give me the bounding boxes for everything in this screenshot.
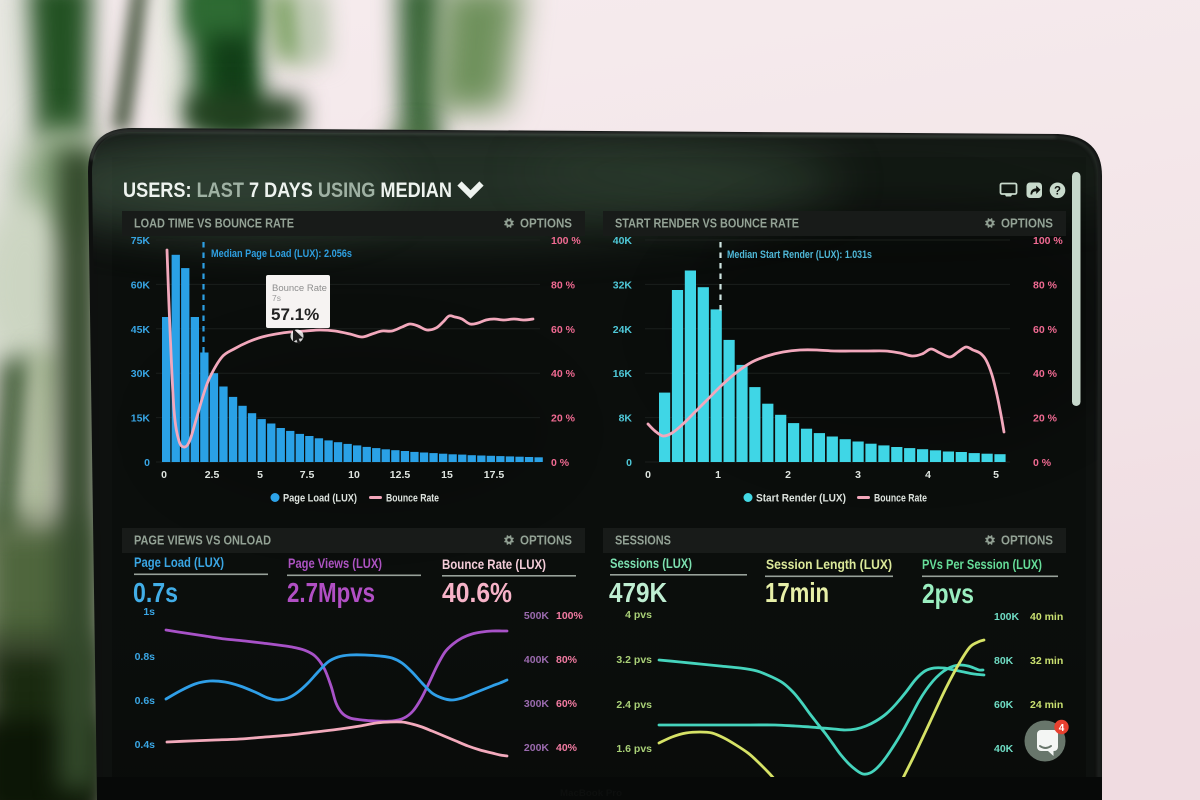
svg-text:24K: 24K — [613, 324, 633, 336]
svg-text:OPTIONS: OPTIONS — [520, 217, 572, 231]
svg-text:Bounce Rate: Bounce Rate — [874, 493, 927, 505]
svg-text:Median Start Render (LUX): 1.0: Median Start Render (LUX): 1.031s — [727, 249, 872, 261]
svg-text:7s: 7s — [272, 293, 281, 303]
svg-text:80K: 80K — [994, 655, 1014, 667]
svg-text:10: 10 — [348, 469, 360, 481]
svg-text:60K: 60K — [131, 279, 151, 291]
svg-text:4: 4 — [1059, 723, 1065, 734]
svg-text:57.1%: 57.1% — [271, 305, 319, 324]
svg-text:100 %: 100 % — [1033, 235, 1063, 247]
svg-text:0.8s: 0.8s — [135, 651, 156, 663]
svg-text:400K: 400K — [524, 654, 550, 666]
svg-text:2pvs: 2pvs — [922, 578, 974, 609]
svg-text:PAGE VIEWS VS ONLOAD: PAGE VIEWS VS ONLOAD — [134, 534, 271, 548]
svg-text:1.6 pvs: 1.6 pvs — [616, 743, 652, 755]
svg-text:1: 1 — [715, 469, 721, 481]
svg-text:60%: 60% — [556, 698, 578, 710]
svg-text:300K: 300K — [524, 698, 550, 710]
svg-text:24 min: 24 min — [1030, 699, 1063, 711]
svg-text:40%: 40% — [556, 742, 578, 754]
svg-text:80 %: 80 % — [1033, 279, 1058, 291]
svg-text:3: 3 — [855, 469, 861, 481]
svg-text:2.7Mpvs: 2.7Mpvs — [287, 577, 375, 608]
svg-text:5: 5 — [993, 469, 999, 481]
svg-text:200K: 200K — [524, 742, 550, 754]
svg-text:40 %: 40 % — [1033, 368, 1058, 380]
svg-text:20 %: 20 % — [551, 413, 576, 425]
svg-text:0: 0 — [144, 457, 150, 469]
svg-text:3.2 pvs: 3.2 pvs — [616, 654, 652, 666]
svg-text:2.4 pvs: 2.4 pvs — [616, 699, 652, 711]
svg-text:OPTIONS: OPTIONS — [1001, 534, 1053, 548]
svg-text:OPTIONS: OPTIONS — [520, 534, 572, 548]
svg-text:500K: 500K — [524, 610, 550, 622]
svg-text:Page Load (LUX): Page Load (LUX) — [134, 554, 224, 570]
svg-text:4 pvs: 4 pvs — [625, 609, 652, 621]
svg-text:17min: 17min — [765, 577, 829, 608]
svg-text:4: 4 — [925, 469, 931, 481]
svg-text:479K: 479K — [609, 577, 667, 608]
svg-text:32K: 32K — [613, 279, 633, 291]
svg-text:USERS: LAST 7 DAYS USING MEDIA: USERS: LAST 7 DAYS USING MEDIAN — [123, 179, 452, 202]
svg-text:0 %: 0 % — [1033, 457, 1052, 469]
svg-text:60 %: 60 % — [1033, 324, 1058, 336]
svg-text:17.5: 17.5 — [484, 469, 505, 481]
svg-text:60 %: 60 % — [551, 324, 576, 336]
svg-text:Bounce Rate (LUX): Bounce Rate (LUX) — [442, 556, 546, 572]
svg-text:OPTIONS: OPTIONS — [1001, 217, 1053, 231]
svg-text:15: 15 — [441, 469, 453, 481]
svg-text:Bounce Rate: Bounce Rate — [272, 283, 327, 294]
svg-text:80 %: 80 % — [551, 279, 576, 291]
svg-text:20 %: 20 % — [1033, 413, 1058, 425]
svg-text:0: 0 — [161, 469, 167, 481]
svg-text:START RENDER VS BOUNCE RATE: START RENDER VS BOUNCE RATE — [615, 217, 799, 231]
svg-text:Session Length (LUX): Session Length (LUX) — [766, 556, 892, 572]
svg-text:12.5: 12.5 — [390, 469, 411, 481]
svg-text:32 min: 32 min — [1030, 655, 1063, 667]
svg-text:Sessions (LUX): Sessions (LUX) — [610, 555, 692, 571]
svg-text:7.5: 7.5 — [300, 469, 315, 481]
svg-text:2: 2 — [785, 469, 791, 481]
svg-text:100%: 100% — [556, 610, 584, 622]
svg-text:5: 5 — [257, 469, 263, 481]
svg-text:1s: 1s — [143, 606, 155, 618]
svg-text:40.6%: 40.6% — [442, 577, 512, 608]
svg-text:0: 0 — [645, 469, 651, 481]
svg-text:0.6s: 0.6s — [135, 695, 156, 707]
svg-text:2.5: 2.5 — [205, 469, 220, 481]
svg-text:MacBook Pro: MacBook Pro — [560, 788, 623, 798]
svg-text:Start Render (LUX): Start Render (LUX) — [756, 493, 846, 505]
svg-text:Median Page Load (LUX): 2.056s: Median Page Load (LUX): 2.056s — [211, 248, 352, 260]
svg-text:8K: 8K — [619, 413, 633, 425]
svg-text:Page Load (LUX): Page Load (LUX) — [283, 493, 357, 505]
svg-text:16K: 16K — [613, 368, 633, 380]
svg-text:Page Views (LUX): Page Views (LUX) — [288, 555, 382, 571]
svg-text:45K: 45K — [131, 324, 151, 336]
svg-text:30K: 30K — [131, 368, 151, 380]
svg-text:0.4s: 0.4s — [135, 739, 156, 751]
svg-text:40 min: 40 min — [1030, 611, 1063, 623]
svg-text:0.7s: 0.7s — [133, 577, 178, 608]
svg-text:PVs Per Session (LUX): PVs Per Session (LUX) — [922, 556, 1042, 572]
svg-text:60K: 60K — [994, 699, 1014, 711]
svg-text:40K: 40K — [994, 743, 1014, 755]
svg-text:15K: 15K — [131, 413, 151, 425]
svg-text:40 %: 40 % — [551, 368, 576, 380]
svg-text:40K: 40K — [613, 235, 633, 247]
svg-text:Bounce Rate: Bounce Rate — [386, 493, 439, 505]
svg-text:LOAD TIME VS BOUNCE RATE: LOAD TIME VS BOUNCE RATE — [134, 217, 294, 231]
svg-text:100 %: 100 % — [551, 235, 581, 247]
svg-text:75K: 75K — [131, 235, 151, 247]
svg-text:0 %: 0 % — [551, 457, 570, 469]
svg-text:100K: 100K — [994, 611, 1020, 623]
svg-text:?: ? — [1054, 186, 1061, 198]
svg-text:SESSIONS: SESSIONS — [615, 534, 671, 548]
svg-text:0: 0 — [626, 457, 632, 469]
svg-text:80%: 80% — [556, 654, 578, 666]
